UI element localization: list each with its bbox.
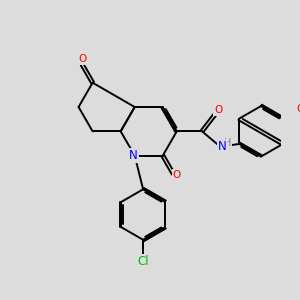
Text: O: O bbox=[172, 170, 181, 180]
Text: N: N bbox=[218, 140, 227, 153]
Text: O: O bbox=[296, 104, 300, 114]
Text: Cl: Cl bbox=[137, 255, 149, 268]
Text: H: H bbox=[224, 138, 231, 148]
Text: O: O bbox=[78, 54, 86, 64]
Text: O: O bbox=[214, 105, 223, 115]
Text: N: N bbox=[129, 149, 138, 162]
